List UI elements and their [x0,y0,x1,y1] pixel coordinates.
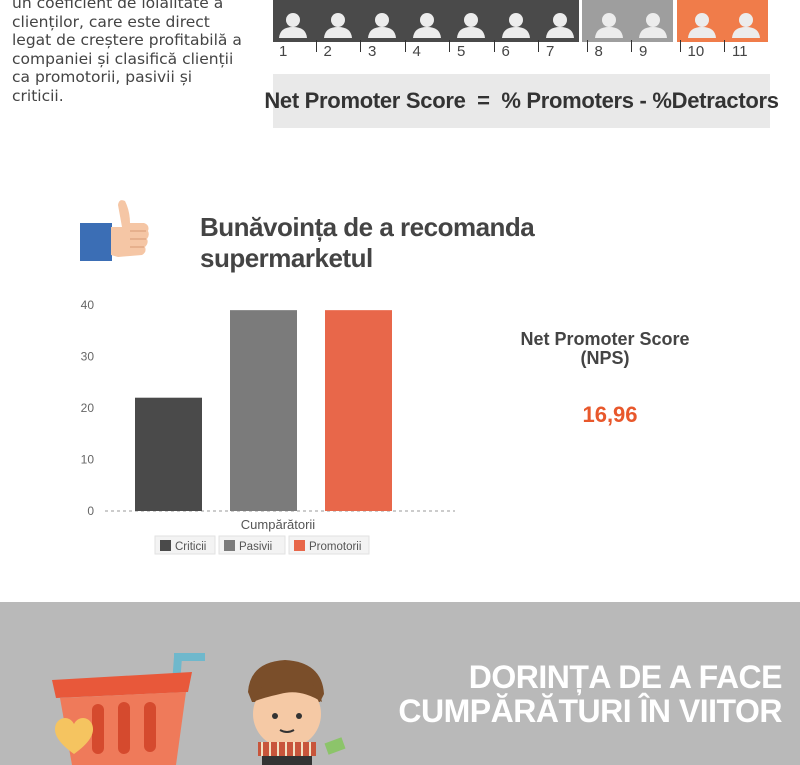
x-axis-label: Cumpărătorii [241,517,316,532]
bar-criticii [135,397,202,511]
legend-swatch [224,540,235,551]
legend-label: Pasivii [239,541,272,553]
scale-number: 9 [639,43,648,60]
scale-number: 5 [457,43,466,60]
y-tick-label: 0 [87,504,94,518]
y-tick-label: 10 [81,453,95,467]
scale-number: 3 [368,43,377,60]
bar-chart: 0 10 20 30 40 Cumpărătorii Criticii Pasivii Prom… [81,298,455,555]
intro-line: clienților, care este direct [12,12,210,31]
scale-tick [360,40,361,52]
thumbs-up-icon [80,200,149,261]
person-icon [368,13,396,38]
person-icon [594,13,623,38]
scale-tick [315,40,317,52]
y-tick-label: 30 [81,350,95,364]
shopping-cart-icon [52,653,205,765]
scale-number: 6 [501,43,510,60]
section-title: DORINȚA DE A FACE CUMPĂRĂTURI ÎN VIITOR [398,660,782,728]
scale-number: 4 [412,43,421,60]
intro-line: ca promotorii, pasivii și [12,68,193,86]
legend-swatch [294,540,305,551]
nps-label: Net Promoter Score (NPS) [520,329,690,368]
scale-tick [679,40,681,52]
bar-promotorii [325,310,392,511]
nps-value: 16,96 [582,402,638,427]
heart-icon [54,718,94,754]
scale-number: 11 [732,43,748,60]
scale-number: 7 [546,43,555,60]
scale-tick [586,40,588,52]
section-title-line: DORINȚA DE A FACE [468,659,783,695]
scale-tick [493,40,495,52]
intro-line: legat de creștere profitabilă a [12,31,242,49]
y-tick-label: 40 [81,298,95,312]
scale-tick [404,40,406,52]
legend-label: Promotorii [309,541,361,553]
scale-number: 8 [594,43,603,60]
section-title-line: CUMPĂRĂTURI ÎN VIITOR [398,693,782,729]
person-icon [639,13,667,38]
scale-number: 2 [323,43,332,60]
shopper-character [248,660,346,765]
future-shopping-section: DORINȚA DE A FACE CUMPĂRĂTURI ÎN VIITOR [0,602,800,765]
scale-number: 1 [279,43,288,60]
scale-tick [724,40,725,52]
intro-text: un coeficient de loialitate a clienților… [12,0,262,105]
legend-label: Criticii [175,541,206,553]
person-icon [457,13,485,38]
legend-box [218,535,286,555]
scale-tick [449,40,450,52]
person-icon [323,13,352,38]
person-icon [279,13,307,38]
intro-line: un coeficient de loialitate a [12,0,224,12]
scale-number: 10 [687,43,705,60]
chart-title: Bunăvoința de a recomanda supermarketul [200,212,535,273]
bar-pasivii [230,310,297,511]
nps-formula: Net Promoter Score = % Promoters - %Detr… [264,74,779,128]
scale-tick [631,40,632,52]
y-tick-label: 20 [81,401,95,415]
illustration [52,653,346,765]
intro-line: criticii. [12,86,64,105]
person-icon [412,13,441,38]
person-icon [501,13,530,38]
intro-line: companiei și clasifică clienții [12,49,234,68]
legend-swatch [160,540,171,551]
person-icon [732,13,760,38]
legend-box [288,535,370,555]
scale-tick [538,40,539,52]
person-icon [546,13,574,38]
nps-scale: 1 2 3 4 5 6 7 8 9 10 11 [273,0,768,62]
person-icon [687,13,716,38]
